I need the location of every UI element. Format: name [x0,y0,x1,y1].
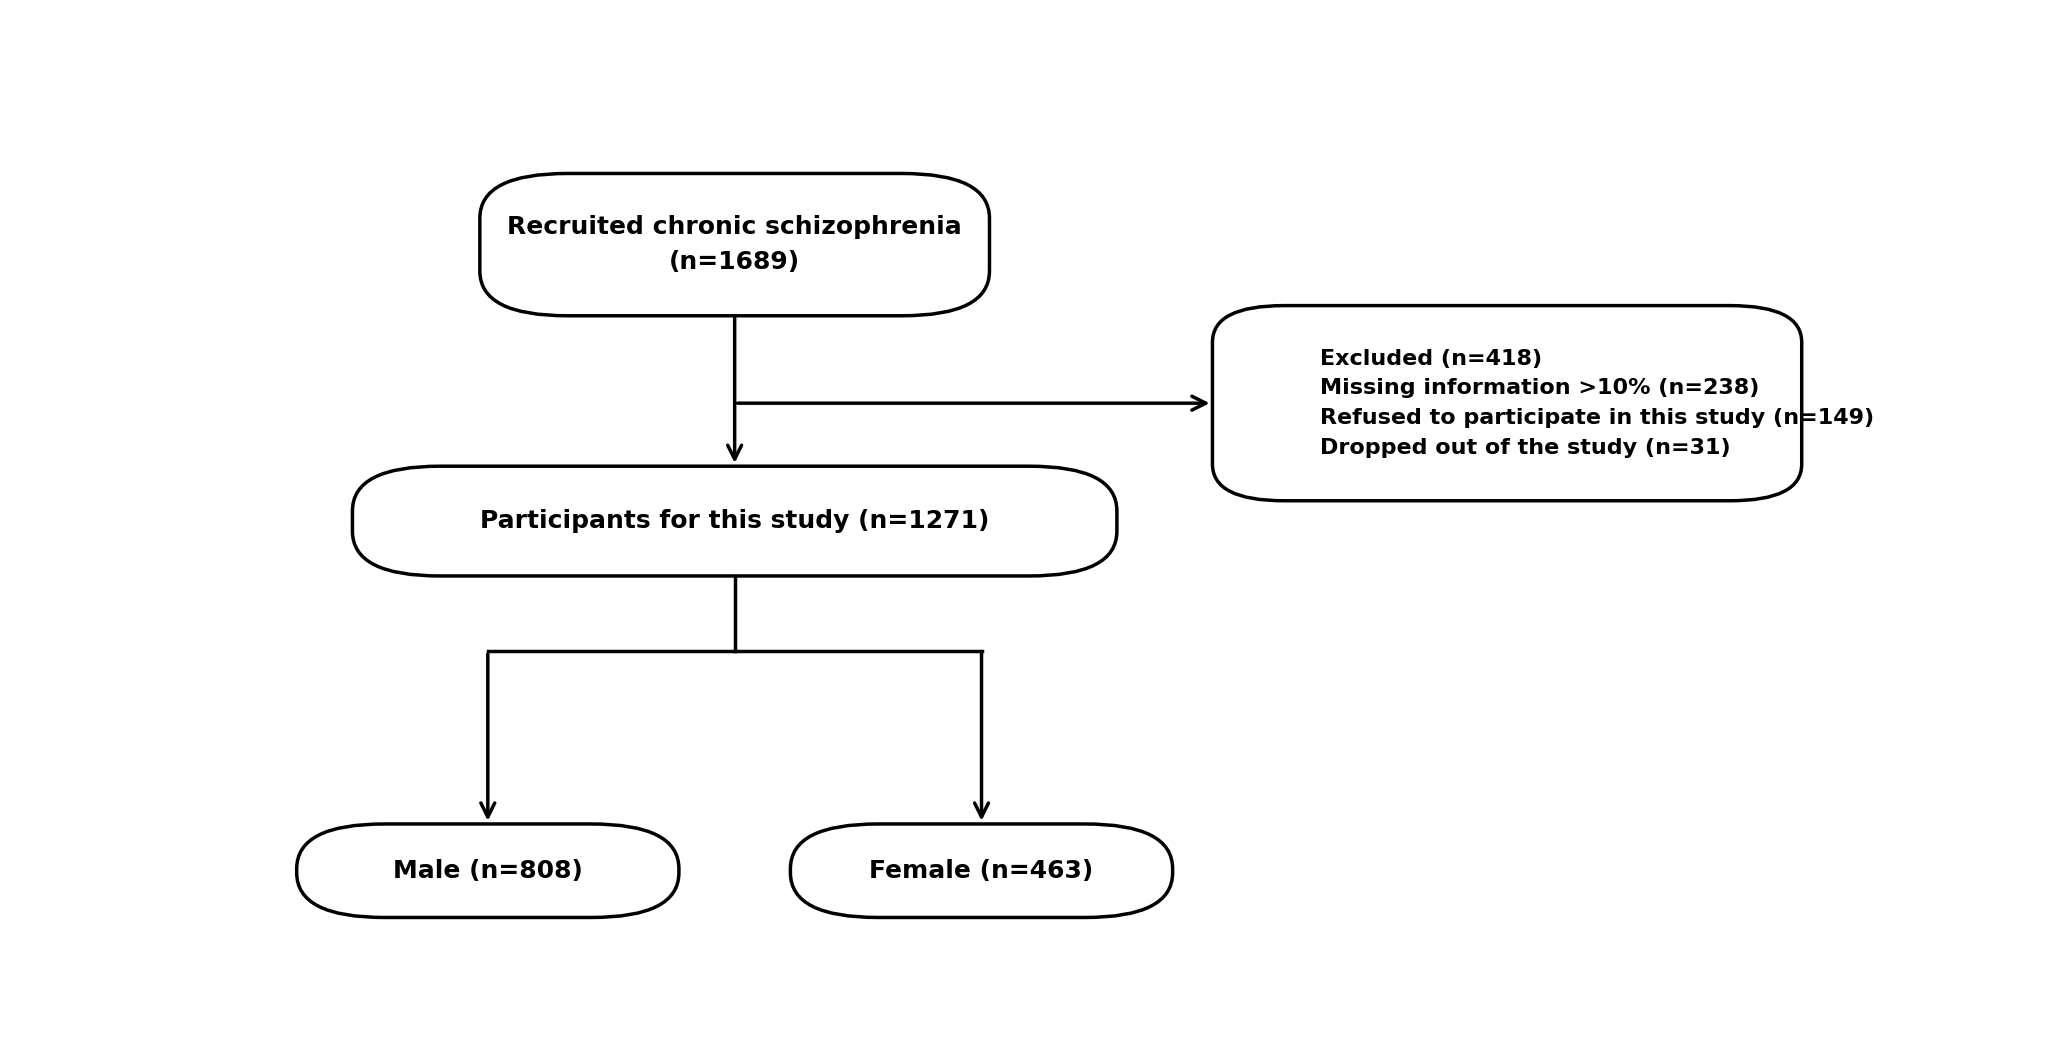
FancyBboxPatch shape [479,173,991,316]
Text: Recruited chronic schizophrenia
(n=1689): Recruited chronic schizophrenia (n=1689) [508,215,962,275]
FancyBboxPatch shape [791,824,1173,918]
Text: Female (n=463): Female (n=463) [869,859,1093,883]
Text: Male (n=808): Male (n=808) [393,859,584,883]
Text: Participants for this study (n=1271): Participants for this study (n=1271) [481,509,988,533]
FancyBboxPatch shape [1212,305,1802,501]
FancyBboxPatch shape [353,466,1118,576]
FancyBboxPatch shape [296,824,678,918]
Text: Excluded (n=418)
Missing information >10% (n=238)
Refused to participate in this: Excluded (n=418) Missing information >10… [1319,348,1874,457]
